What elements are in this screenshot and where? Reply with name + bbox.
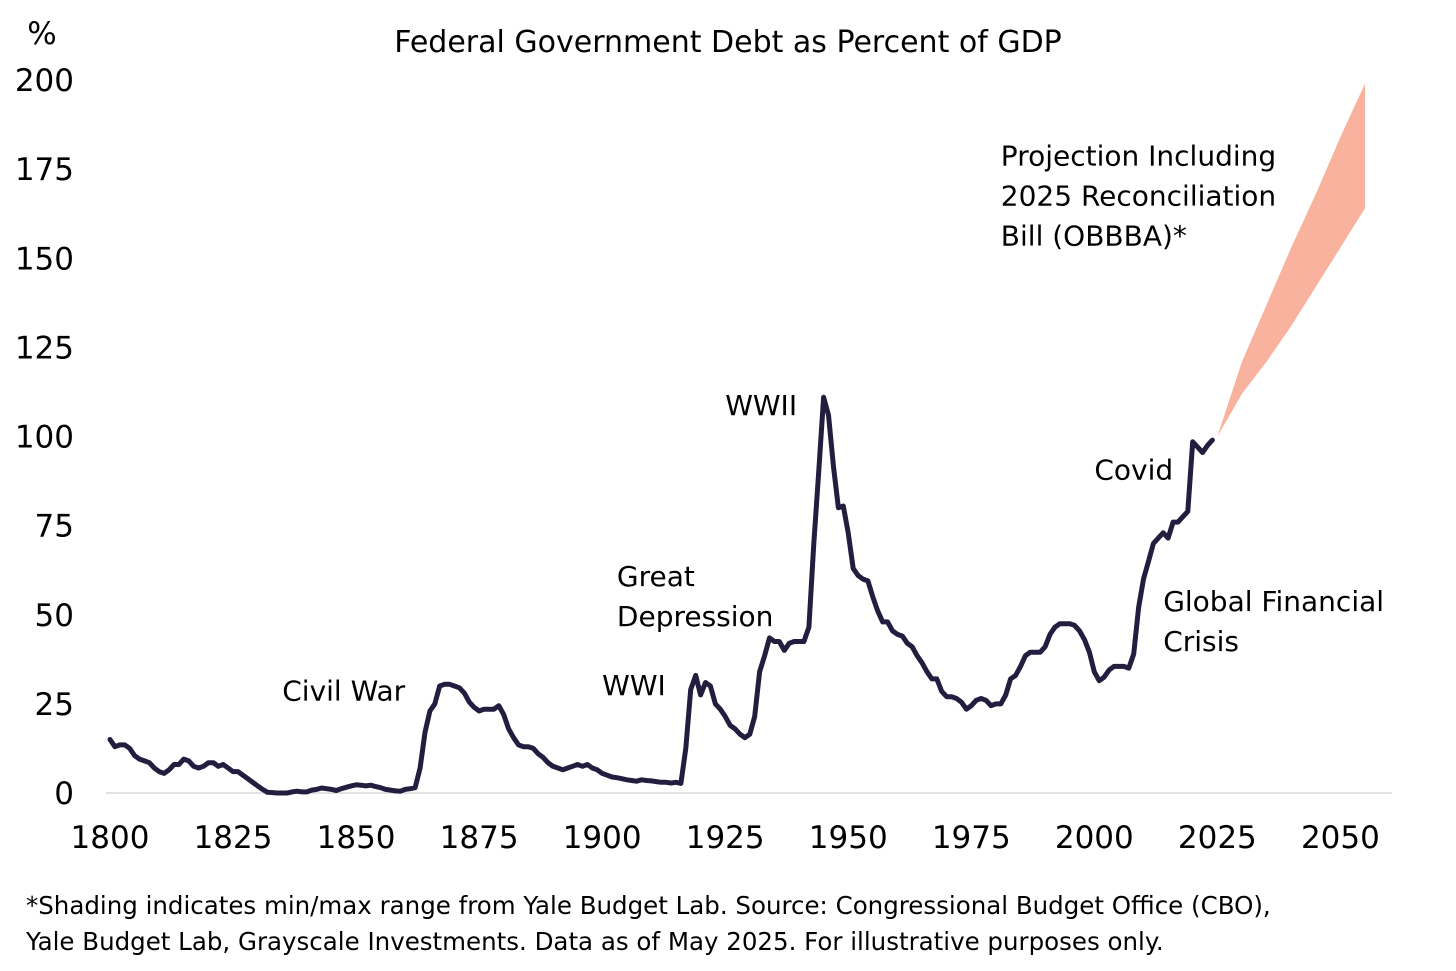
y-tick-label: 0 [54,776,74,812]
x-tick-label: 1950 [809,820,888,856]
annotation-gfc: Global Financial Crisis [1163,585,1384,658]
y-tick-label: 75 [35,509,74,545]
footnote: *Shading indicates min/max range from Ya… [26,888,1426,960]
x-tick-label: 1800 [71,820,150,856]
x-tick-label: 2025 [1178,820,1257,856]
x-tick-label: 1875 [440,820,519,856]
y-tick-label: 25 [35,687,74,723]
x-tick-label: 2050 [1301,820,1380,856]
y-tick-label: 50 [35,598,74,634]
x-tick-label: 1825 [194,820,273,856]
debt-chart: Federal Government Debt as Percent of GD… [15,16,1392,856]
y-tick-label: 175 [15,152,74,188]
x-tick-label: 1850 [317,820,396,856]
chart-title: Federal Government Debt as Percent of GD… [394,25,1062,60]
annotation-civil-war: Civil War [282,674,405,707]
x-tick-label: 1975 [932,820,1011,856]
x-tick-label: 1925 [686,820,765,856]
y-tick-label: 150 [15,241,74,277]
y-axis-unit: % [27,16,56,52]
footnote-line-1: *Shading indicates min/max range from Ya… [26,891,1271,920]
footnote-line-2: Yale Budget Lab, Grayscale Investments. … [26,927,1164,956]
y-tick-label: 100 [15,420,74,456]
projection-band [1217,83,1365,437]
annotation-wwi: WWI [602,669,666,702]
y-tick-label: 200 [15,63,74,99]
annotation-wwii: WWII [725,389,797,422]
annotation-great-depression: Great Depression [617,560,774,633]
debt-series-line [107,394,1215,796]
annotation-covid: Covid [1094,453,1173,486]
x-tick-label: 1900 [563,820,642,856]
y-tick-label: 125 [15,330,74,366]
annotation-projection: Projection Including 2025 Reconciliation B… [1001,140,1276,253]
x-tick-label: 2000 [1055,820,1134,856]
